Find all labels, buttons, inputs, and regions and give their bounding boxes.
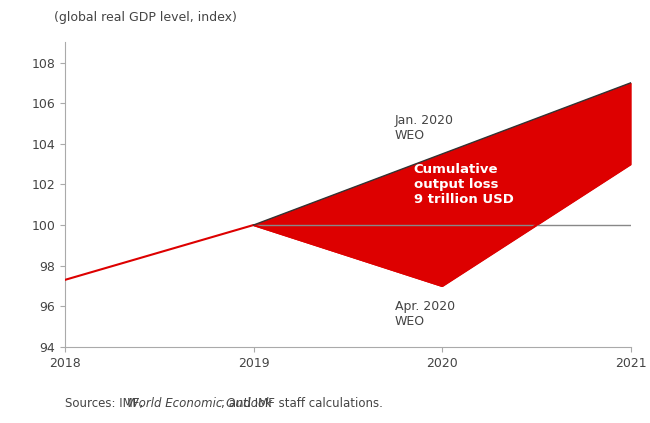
Text: (global real GDP level, index): (global real GDP level, index) xyxy=(54,11,237,24)
Text: World Economic Outlook: World Economic Outlook xyxy=(127,397,272,410)
Text: Apr. 2020
WEO: Apr. 2020 WEO xyxy=(395,300,455,328)
Text: Cumulative
output loss
9 trillion USD: Cumulative output loss 9 trillion USD xyxy=(413,163,514,206)
Text: ; and IMF staff calculations.: ; and IMF staff calculations. xyxy=(221,397,383,410)
Text: Sources: IMF,: Sources: IMF, xyxy=(65,397,147,410)
Text: Jan. 2020
WEO: Jan. 2020 WEO xyxy=(395,114,454,142)
